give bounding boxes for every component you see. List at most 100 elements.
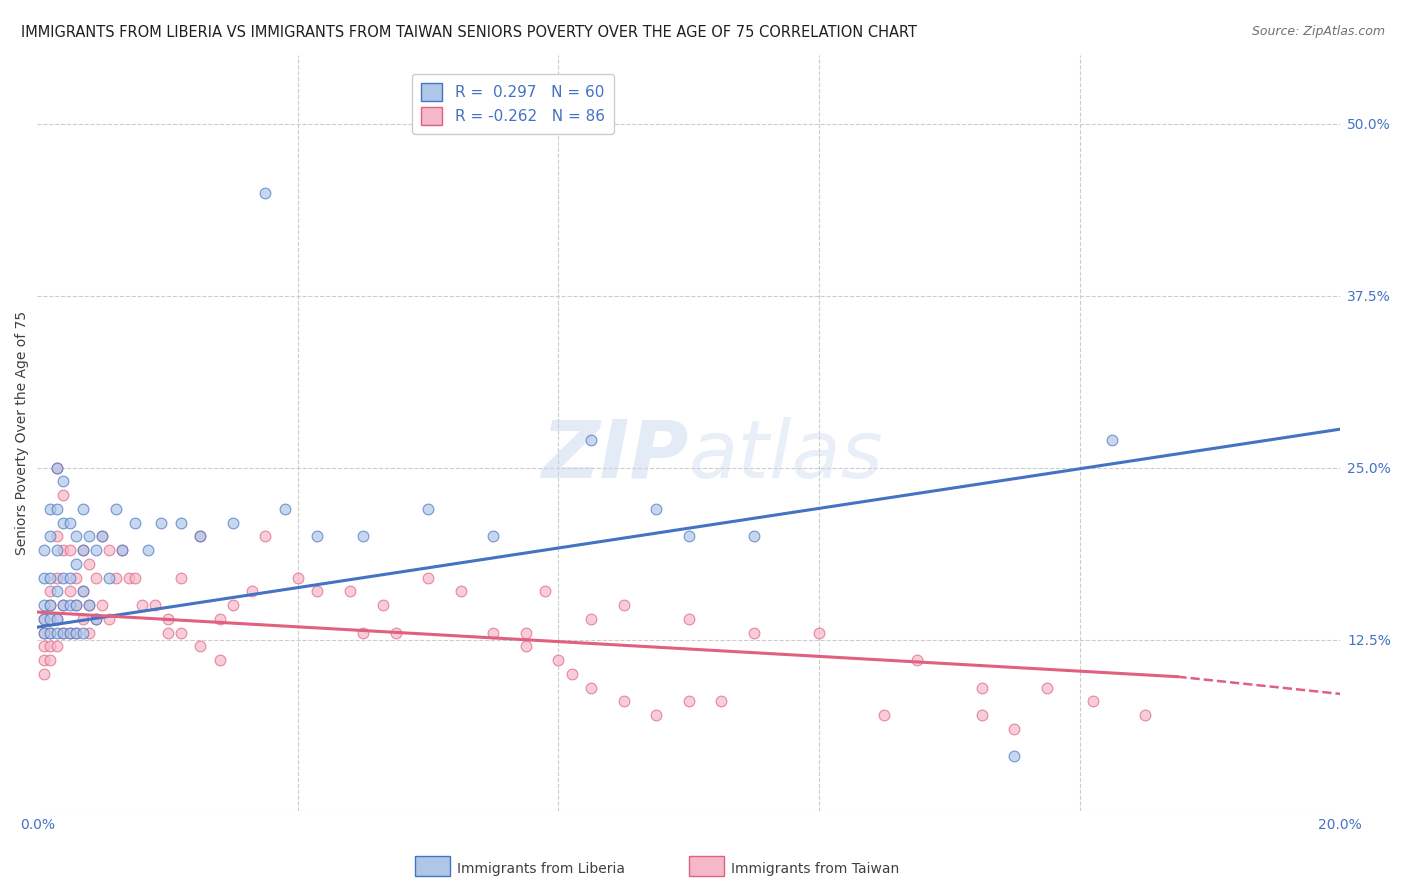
Point [84, 612, 107, 626]
Point [1036, 681, 1059, 695]
Point [65, 598, 87, 612]
Point [39, 625, 62, 640]
Point [52, 488, 75, 502]
Point [79, 557, 101, 571]
Point [339, 584, 361, 599]
Point [98, 571, 121, 585]
Point [59, 543, 82, 558]
Point [307, 584, 329, 599]
Point [418, 502, 440, 516]
Point [970, 681, 993, 695]
Point [65, 625, 87, 640]
Point [482, 625, 505, 640]
Point [39, 653, 62, 667]
Point [52, 543, 75, 558]
Point [169, 516, 191, 530]
Point [208, 612, 231, 626]
Point [32, 571, 55, 585]
Point [98, 543, 121, 558]
Text: Immigrants from Taiwan: Immigrants from Taiwan [731, 862, 900, 876]
Point [1133, 708, 1156, 723]
Point [1004, 722, 1026, 736]
Point [59, 598, 82, 612]
Point [52, 625, 75, 640]
Point [742, 529, 765, 543]
Point [45, 502, 67, 516]
Point [188, 640, 211, 654]
Point [169, 625, 191, 640]
Point [131, 598, 153, 612]
Text: Immigrants from Liberia: Immigrants from Liberia [457, 862, 624, 876]
Point [59, 625, 82, 640]
Point [39, 502, 62, 516]
Point [32, 667, 55, 681]
Point [65, 598, 87, 612]
Point [307, 529, 329, 543]
Point [32, 625, 55, 640]
Point [65, 625, 87, 640]
Point [52, 475, 75, 489]
Point [188, 529, 211, 543]
Point [32, 640, 55, 654]
Point [39, 598, 62, 612]
Point [45, 571, 67, 585]
Point [111, 543, 134, 558]
Point [678, 529, 700, 543]
Point [371, 598, 394, 612]
Point [98, 612, 121, 626]
Point [352, 625, 374, 640]
Point [124, 571, 146, 585]
Point [91, 529, 114, 543]
Point [45, 584, 67, 599]
Point [52, 625, 75, 640]
Point [39, 640, 62, 654]
Point [156, 625, 179, 640]
Text: IMMIGRANTS FROM LIBERIA VS IMMIGRANTS FROM TAIWAN SENIORS POVERTY OVER THE AGE O: IMMIGRANTS FROM LIBERIA VS IMMIGRANTS FR… [21, 25, 917, 40]
Point [52, 516, 75, 530]
Point [32, 625, 55, 640]
Point [72, 584, 94, 599]
Point [72, 543, 94, 558]
Point [222, 516, 245, 530]
Point [59, 625, 82, 640]
Point [39, 598, 62, 612]
Point [905, 653, 928, 667]
Point [32, 653, 55, 667]
Text: Source: ZipAtlas.com: Source: ZipAtlas.com [1251, 25, 1385, 38]
Point [45, 460, 67, 475]
Point [72, 502, 94, 516]
Point [117, 571, 139, 585]
Point [156, 612, 179, 626]
Point [72, 543, 94, 558]
Point [45, 460, 67, 475]
Point [418, 571, 440, 585]
Point [84, 543, 107, 558]
Point [169, 571, 191, 585]
Point [254, 186, 277, 200]
Point [72, 584, 94, 599]
Point [450, 584, 472, 599]
Point [65, 571, 87, 585]
Point [72, 612, 94, 626]
Point [1101, 433, 1123, 447]
Point [547, 653, 569, 667]
Point [808, 625, 831, 640]
Point [136, 543, 159, 558]
Point [1004, 749, 1026, 764]
Point [645, 708, 668, 723]
Point [39, 529, 62, 543]
Point [678, 694, 700, 708]
Point [79, 529, 101, 543]
Point [52, 598, 75, 612]
Point [150, 516, 173, 530]
Point [560, 667, 582, 681]
Point [45, 625, 67, 640]
Point [240, 584, 263, 599]
Point [84, 571, 107, 585]
Point [65, 529, 87, 543]
Point [32, 543, 55, 558]
Point [143, 598, 166, 612]
Point [52, 571, 75, 585]
Point [1081, 694, 1104, 708]
Point [645, 502, 668, 516]
